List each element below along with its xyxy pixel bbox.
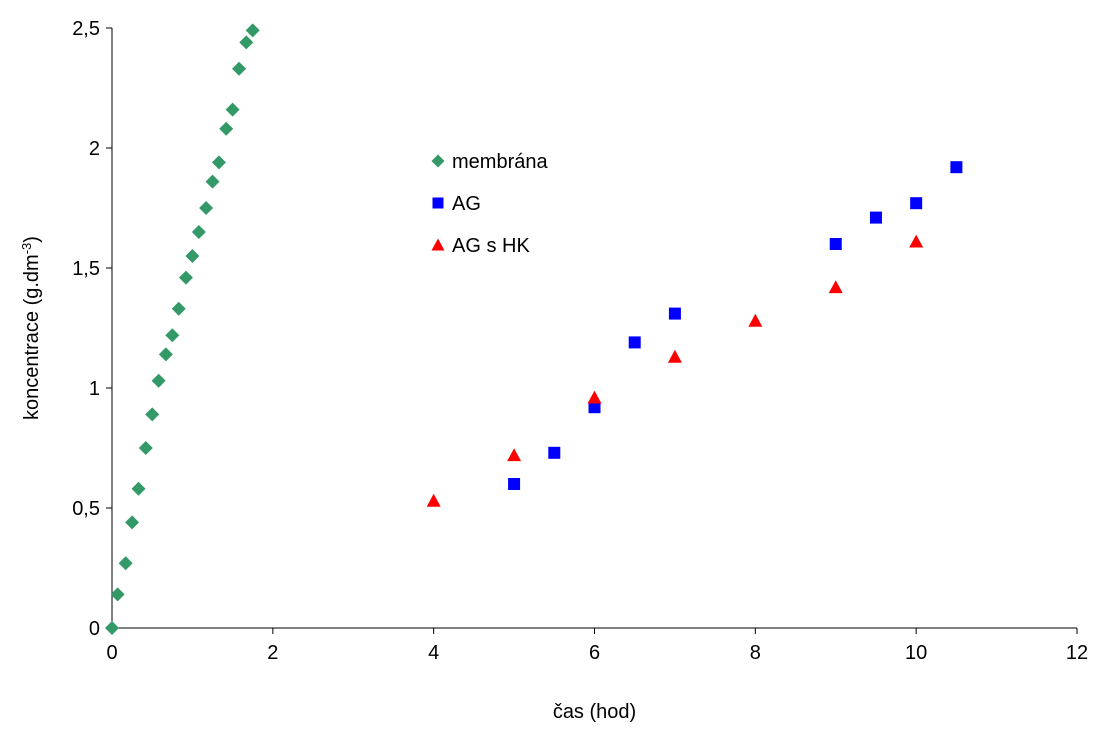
data-point: [668, 307, 681, 320]
x-tick-label: 4: [428, 642, 439, 664]
data-point: [829, 238, 842, 250]
data-point: [548, 446, 561, 459]
data-point: [158, 347, 173, 362]
x-tick-label: 8: [750, 642, 761, 664]
data-point: [165, 328, 180, 343]
x-tick-label: 2: [267, 642, 278, 664]
data-point: [245, 23, 260, 38]
data-point: [191, 225, 206, 239]
data-point: [205, 174, 220, 189]
data-point: [171, 301, 186, 316]
data-point: [667, 349, 682, 363]
data-point: [508, 478, 521, 490]
data-points: [105, 23, 963, 635]
y-tick-label: 0: [89, 618, 100, 640]
y-tick-label: 2: [89, 138, 100, 160]
data-point: [909, 234, 924, 248]
legend-marker-diamond-icon: [431, 154, 445, 168]
data-point: [178, 270, 193, 285]
data-point: [869, 211, 882, 224]
y-tick-label: 0,5: [72, 498, 100, 520]
data-point: [125, 515, 140, 530]
data-point: [110, 587, 125, 602]
y-tick-label: 1,5: [72, 258, 100, 280]
data-point: [151, 373, 166, 388]
data-point: [588, 401, 601, 414]
data-point: [828, 280, 843, 294]
data-point: [910, 197, 923, 210]
data-point: [118, 556, 133, 571]
x-axis-title: čas (hod): [553, 701, 636, 723]
series-1: [508, 161, 963, 490]
legend-label: membrána: [452, 151, 548, 173]
data-point: [587, 390, 602, 404]
legend-label: AG: [452, 193, 481, 215]
data-point: [199, 201, 214, 215]
data-point: [185, 249, 200, 263]
data-point: [145, 407, 160, 422]
y-axis-title-base: koncentrace (g.dm: [21, 254, 43, 420]
legend-marker-square-icon: [432, 197, 444, 209]
y-tick-label: 2,5: [72, 18, 100, 40]
x-tick-label: 0: [106, 642, 117, 664]
data-point: [225, 102, 240, 117]
y-tick-label: 1: [89, 378, 100, 400]
legend: membrána AG AG s HK: [431, 151, 548, 257]
data-point: [232, 61, 247, 76]
data-point: [239, 35, 254, 50]
series-2: [426, 234, 924, 507]
legend-item: AG: [432, 193, 481, 215]
data-point: [105, 621, 119, 635]
data-point: [131, 481, 146, 496]
series-0: [105, 23, 260, 635]
data-point: [748, 313, 763, 327]
legend-item: AG s HK: [431, 235, 530, 257]
data-point: [211, 155, 226, 170]
data-point: [628, 336, 641, 349]
legend-marker-triangle-icon: [431, 238, 445, 251]
axes: 0 0,5 1 1,5 2 2,5 0 2 4 6 8 10 12: [72, 18, 1088, 664]
y-axis-title-superscript: -3: [19, 243, 34, 255]
x-tick-label: 6: [589, 642, 600, 664]
data-point: [950, 161, 963, 174]
data-point: [219, 121, 234, 136]
legend-label: AG s HK: [452, 235, 530, 257]
y-axis-title-close: ): [21, 236, 43, 243]
x-tick-label: 10: [905, 642, 927, 664]
data-point: [507, 448, 522, 462]
x-tick-label: 12: [1066, 642, 1088, 664]
data-point: [426, 493, 441, 507]
y-axis-title: koncentrace (g.dm-3): [19, 236, 44, 420]
data-point: [138, 441, 153, 455]
legend-item: membrána: [431, 151, 548, 173]
